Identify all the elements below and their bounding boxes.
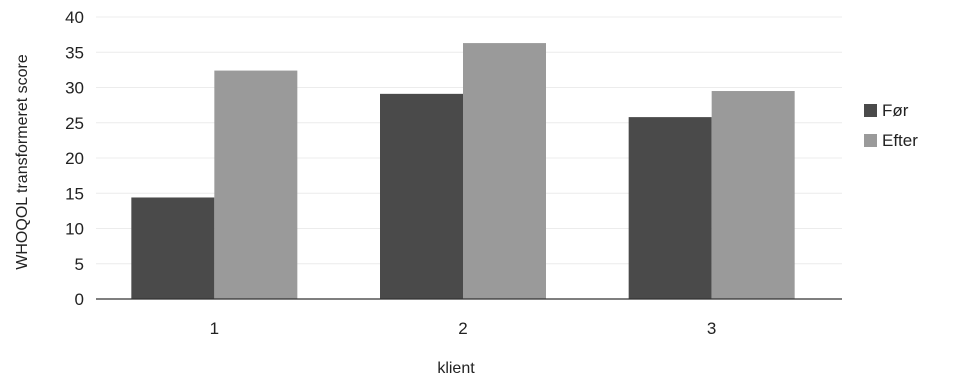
legend-swatch xyxy=(864,104,877,117)
bar-fr-2 xyxy=(380,93,463,299)
y-tick-label: 35 xyxy=(65,43,84,62)
y-tick-label: 20 xyxy=(65,149,84,168)
y-tick-label: 25 xyxy=(65,114,84,133)
legend: Før Efter xyxy=(864,101,918,150)
x-category-label: 1 xyxy=(210,319,219,338)
y-tick-label: 15 xyxy=(65,184,84,203)
x-axis-categories: 1 2 3 xyxy=(210,319,717,338)
x-category-label: 3 xyxy=(707,319,716,338)
bar-efter-3 xyxy=(711,91,795,300)
legend-label: Efter xyxy=(882,131,918,150)
bar-fr-3 xyxy=(628,117,712,299)
y-tick-label: 0 xyxy=(75,290,84,309)
y-tick-label: 30 xyxy=(65,79,84,98)
x-axis-label: klient xyxy=(437,360,475,377)
y-tick-label: 10 xyxy=(65,220,84,239)
bar-efter-2 xyxy=(463,43,546,300)
legend-label: Før xyxy=(882,101,909,120)
y-axis-ticks: 0 5 10 15 20 25 30 35 40 xyxy=(65,8,84,309)
y-tick-label: 5 xyxy=(75,255,84,274)
y-tick-label: 40 xyxy=(65,8,84,27)
legend-swatch xyxy=(864,134,877,147)
y-axis-label: WHOQOL transformeret score xyxy=(14,54,31,270)
x-category-label: 2 xyxy=(458,319,467,338)
bar-efter-1 xyxy=(214,70,298,299)
bars xyxy=(131,43,795,300)
bar-fr-1 xyxy=(131,197,215,299)
